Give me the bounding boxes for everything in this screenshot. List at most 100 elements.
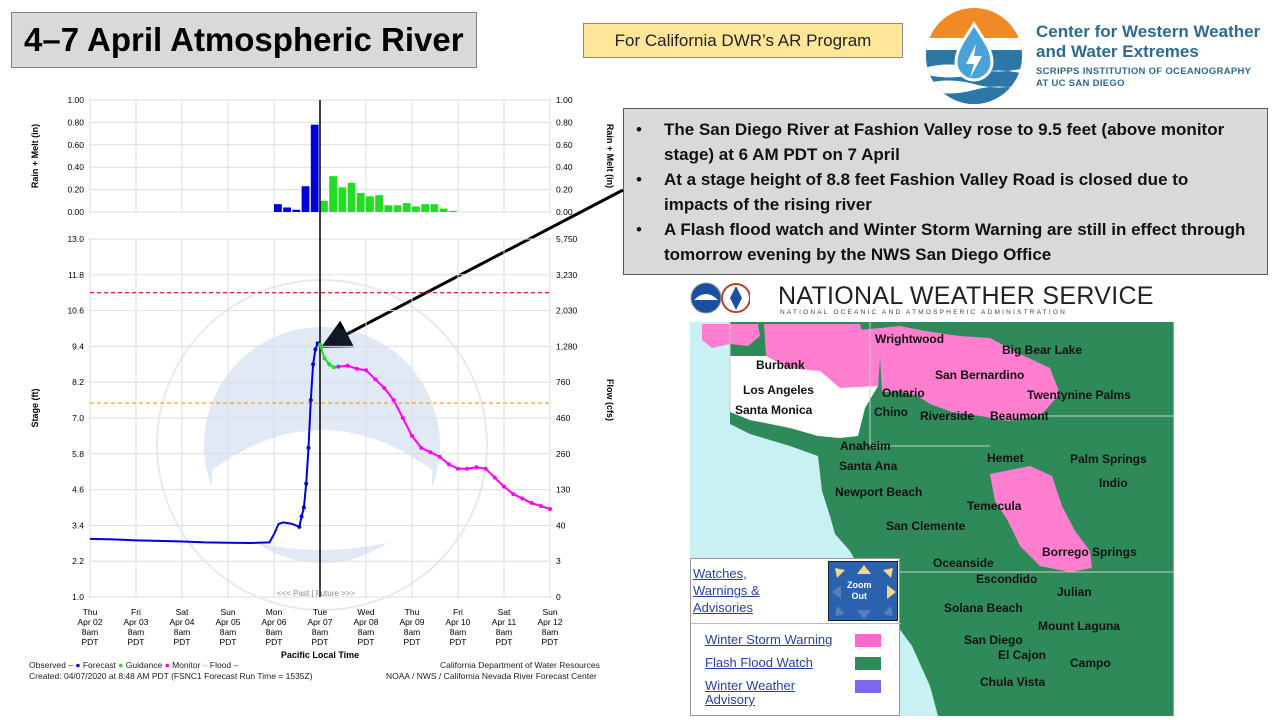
- city-wrightwood: Wrightwood: [875, 332, 945, 346]
- legend-header-line-1[interactable]: Watches,: [693, 566, 747, 581]
- stage-point: [446, 462, 451, 467]
- stage-point: [492, 475, 497, 480]
- precip-axis-label-left: Rain + Melt (in): [30, 124, 40, 188]
- stage-point: [529, 501, 534, 506]
- stage-tick-label: 5.8: [72, 449, 84, 459]
- past-future-label: <<< Past | Future >>>: [277, 589, 355, 598]
- precip-bar: [366, 196, 374, 212]
- stage-point: [483, 466, 488, 471]
- city-twentynine-palms: Twentynine Palms: [1027, 388, 1131, 402]
- precip-bar: [412, 206, 420, 212]
- stage-point: [308, 398, 313, 403]
- stage-point: [327, 362, 332, 367]
- legend-forecast-marker: ●: [75, 660, 81, 670]
- precip-bar: [393, 205, 402, 212]
- city-san-bernardino: San Bernardino: [935, 368, 1025, 382]
- stage-point: [322, 356, 327, 361]
- flow-tick-label: 460: [556, 413, 570, 423]
- x-tick-label: PDT: [266, 637, 283, 647]
- nws-warning-map[interactable]: NATIONAL WEATHER SERVICE NATIONAL OCEANI…: [690, 276, 1174, 716]
- x-tick-label: PDT: [128, 637, 145, 647]
- city-riverside: Riverside: [920, 409, 975, 423]
- flow-tick-label: 1,280: [556, 341, 578, 351]
- x-tick-label: Apr 08: [353, 617, 378, 627]
- legend-winter-weather-label-2[interactable]: Advisory: [705, 692, 755, 707]
- legend-header-line-2[interactable]: Warnings &: [693, 583, 760, 598]
- city-chino: Chino: [874, 405, 908, 419]
- x-tick-label: Sat: [176, 607, 189, 617]
- x-tick-label: Sat: [498, 607, 511, 617]
- city-burbank: Burbank: [756, 358, 805, 372]
- stage-point: [318, 342, 322, 347]
- legend-winter-storm-warning[interactable]: Winter Storm Warning: [705, 632, 833, 647]
- precip-tick-label: 0.40: [67, 162, 84, 172]
- city-san-clemente: San Clemente: [886, 519, 966, 533]
- stage-point: [400, 416, 405, 420]
- precip-bar: [310, 124, 319, 212]
- precip-bar: [283, 207, 292, 212]
- x-tick-label: PDT: [220, 637, 237, 647]
- stage-tick-label: 10.6: [67, 306, 84, 316]
- precip-tick-label: 0.60: [67, 140, 84, 150]
- river-hydrograph: 1.00 1.00 0.80 0.80 0.60 0.60 0.40 0.40 0.20 0.20…: [22, 90, 622, 685]
- legend-header-line-3[interactable]: Advisories: [693, 600, 753, 615]
- logo-line-2: and Water Extremes: [1036, 42, 1199, 61]
- precip-bar: [338, 187, 347, 212]
- summary-bullets: The San Diego River at Fashion Valley ro…: [623, 108, 1268, 275]
- cw3e-logo: Center for Western Weather and Water Ext…: [922, 6, 1272, 106]
- noaa-watermark: [156, 279, 488, 611]
- stage-point: [354, 366, 359, 371]
- x-tick-label: PDT: [542, 637, 559, 647]
- stage-point: [364, 368, 368, 373]
- x-tick-label: Thu: [405, 607, 420, 617]
- stage-tick-label: 8.2: [72, 377, 84, 387]
- legend-flash-flood-watch[interactable]: Flash Flood Watch: [705, 655, 813, 670]
- precip-bar: [347, 182, 356, 212]
- nws-subtitle: NATIONAL OCEANIC AND ATMOSPHERIC ADMINIS…: [780, 309, 1067, 316]
- legend-swatch-winter-weather: [855, 680, 881, 693]
- legend-swatch-flash-flood: [855, 657, 881, 670]
- precip-bar: [421, 204, 430, 212]
- stage-point: [301, 505, 306, 510]
- precip-bar: [301, 186, 310, 212]
- stage-point: [511, 492, 516, 497]
- stage-point: [345, 363, 350, 368]
- stage-point: [304, 481, 309, 486]
- x-tick-label: Apr 10: [445, 617, 470, 627]
- map-legend: Watches, Warnings & Advisories Zoom Out W…: [690, 558, 901, 716]
- city-mount-laguna: Mount Laguna: [1038, 619, 1120, 633]
- legend-flood: Flood: [209, 660, 232, 670]
- zoom-arrows-icon: [832, 565, 896, 619]
- x-tick-label: 8am: [312, 627, 329, 637]
- legend-header[interactable]: Watches, Warnings & Advisories: [693, 565, 760, 616]
- legend-winter-weather-label-1[interactable]: Winter Weather: [705, 678, 796, 693]
- flow-tick-label: 40: [556, 520, 566, 530]
- x-tick-label: 8am: [82, 627, 99, 637]
- nws-title: NATIONAL WEATHER SERVICE: [778, 282, 1154, 310]
- city-temecula: Temecula: [967, 499, 1022, 513]
- precip-bar: [320, 200, 328, 212]
- x-tick-label: PDT: [450, 637, 467, 647]
- city-julian: Julian: [1057, 585, 1092, 599]
- precip-bar: [430, 204, 439, 212]
- cw3e-logo-icon: [926, 8, 1022, 104]
- x-tick-label: Sun: [220, 607, 235, 617]
- zoom-out-button[interactable]: Zoom Out: [828, 561, 898, 621]
- stage-point: [311, 362, 316, 367]
- stage-point: [306, 445, 311, 450]
- precip-bar: [402, 203, 411, 212]
- city-los-angeles: Los Angeles: [743, 383, 814, 397]
- bullet-item: At a stage height of 8.8 feet Fashion Va…: [636, 167, 1249, 217]
- flow-tick-label: 3,230: [556, 270, 578, 280]
- legend-winter-weather-advisory[interactable]: Winter Weather Advisory: [705, 679, 795, 707]
- legend-forecast: Forecast: [82, 660, 116, 670]
- stage-point: [336, 364, 341, 369]
- x-tick-label: Apr 03: [123, 617, 148, 627]
- x-tick-label: Apr 07: [307, 617, 332, 627]
- stage-point: [548, 506, 552, 511]
- precip-tick-label-right: 0.40: [556, 162, 573, 172]
- hydro-source-2: NOAA / NWS / California Nevada River For…: [386, 671, 597, 681]
- slide-title: 4–7 April Atmospheric River: [24, 21, 464, 58]
- hydrograph-chart: 1.00 1.000.80 0.800.60 0.600.40 0.400.20 0.20…: [30, 95, 615, 660]
- x-tick-label: Apr 04: [169, 617, 194, 627]
